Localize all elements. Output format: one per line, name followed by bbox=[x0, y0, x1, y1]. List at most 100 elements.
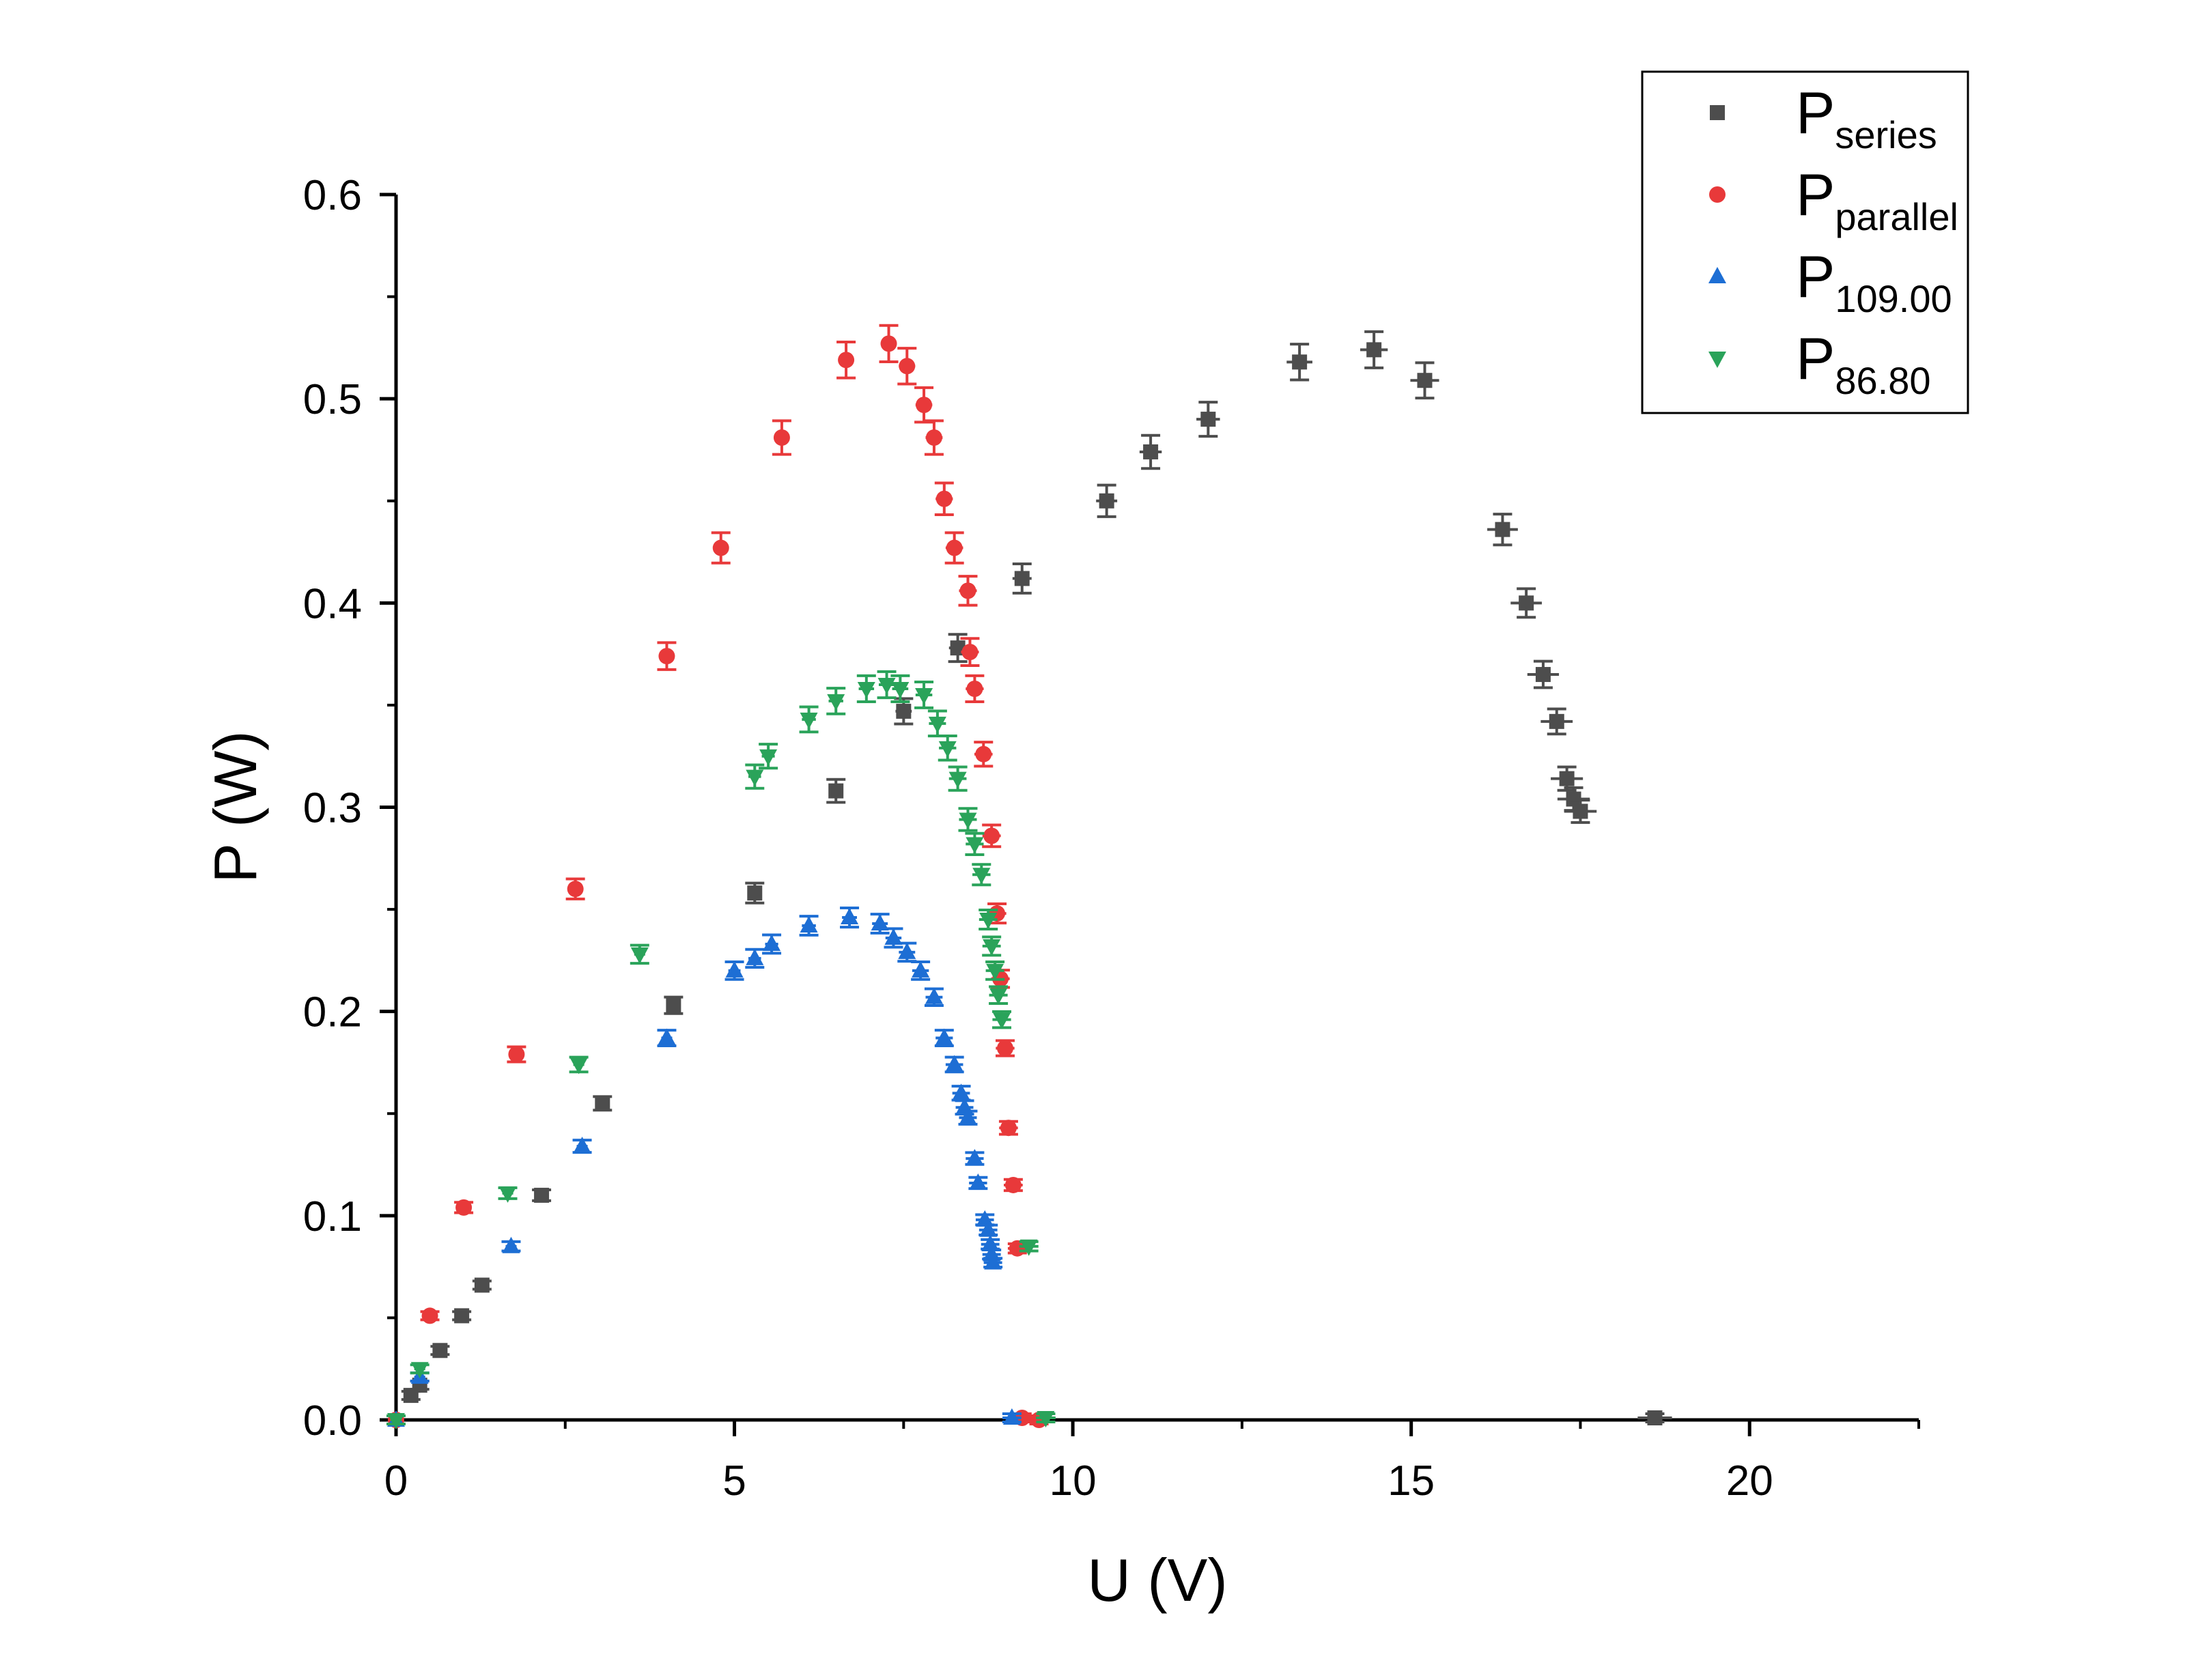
data-point bbox=[989, 988, 1008, 1005]
data-point bbox=[871, 914, 889, 931]
data-point bbox=[508, 1046, 525, 1063]
data-point bbox=[981, 1234, 1000, 1251]
legend-marker bbox=[1710, 105, 1725, 120]
data-point bbox=[838, 352, 855, 369]
data-point bbox=[891, 681, 910, 698]
data-point bbox=[1495, 522, 1510, 537]
data-point bbox=[959, 582, 976, 599]
data-point bbox=[925, 987, 943, 1004]
series-109-00 bbox=[386, 907, 1022, 1427]
data-point bbox=[1099, 493, 1114, 509]
y-axis-title: P (W) bbox=[201, 730, 269, 883]
data-point bbox=[1200, 412, 1216, 427]
data-point bbox=[952, 1083, 970, 1100]
data-point bbox=[747, 885, 763, 901]
data-point bbox=[841, 908, 859, 925]
legend-marker bbox=[1708, 267, 1726, 283]
data-point bbox=[763, 934, 781, 951]
legend-label: Pparallel bbox=[1796, 162, 1958, 238]
data-point bbox=[979, 1220, 998, 1237]
data-point bbox=[938, 741, 957, 758]
data-point bbox=[961, 644, 979, 661]
data-point bbox=[1037, 1411, 1055, 1428]
data-point bbox=[1417, 373, 1433, 388]
data-point bbox=[1519, 595, 1534, 611]
data-point bbox=[658, 1028, 676, 1045]
plot-area: 0 5 10 15 20 0.0 0.1 0.2 0.3 0.4 0.5 0.6 bbox=[303, 172, 1920, 1505]
series-parallel bbox=[386, 324, 1049, 1428]
data-point bbox=[1573, 803, 1588, 819]
y-tick-label: 0.5 bbox=[303, 376, 362, 423]
data-point bbox=[725, 960, 744, 978]
data-point bbox=[1292, 354, 1308, 370]
data-point bbox=[979, 913, 998, 930]
data-point bbox=[966, 837, 984, 854]
data-point bbox=[986, 963, 1004, 980]
data-point bbox=[997, 1040, 1013, 1057]
legend-marker bbox=[1708, 352, 1726, 368]
data-point bbox=[455, 1199, 473, 1216]
data-point bbox=[935, 490, 953, 507]
data-point bbox=[387, 1413, 405, 1429]
data-point bbox=[498, 1186, 517, 1203]
data-point bbox=[877, 678, 896, 694]
legend-label: P109.00 bbox=[1796, 244, 1952, 320]
y-tick-label: 0.6 bbox=[303, 172, 362, 219]
data-point bbox=[945, 1055, 963, 1072]
legend-marker bbox=[1709, 186, 1726, 203]
data-point bbox=[948, 771, 967, 788]
data-point bbox=[983, 827, 1000, 844]
data-point bbox=[410, 1362, 429, 1379]
data-point bbox=[946, 539, 963, 556]
y-ticks: 0.0 0.1 0.2 0.3 0.4 0.5 0.6 bbox=[303, 172, 396, 1444]
data-point bbox=[983, 939, 1001, 956]
x-tick-label: 20 bbox=[1726, 1457, 1773, 1505]
data-point bbox=[630, 947, 649, 964]
data-point bbox=[1559, 771, 1575, 786]
series-layer bbox=[386, 324, 1672, 1429]
data-point bbox=[534, 1187, 550, 1203]
data-point bbox=[573, 1137, 591, 1154]
data-point bbox=[959, 812, 977, 829]
data-point bbox=[915, 687, 933, 704]
data-point bbox=[1009, 1240, 1026, 1257]
x-tick-label: 0 bbox=[384, 1457, 408, 1505]
data-point bbox=[1143, 444, 1159, 459]
y-tick-label: 0.1 bbox=[303, 1193, 362, 1240]
data-point bbox=[884, 928, 903, 945]
data-point bbox=[828, 783, 844, 799]
data-point bbox=[969, 1173, 987, 1190]
data-point bbox=[880, 335, 897, 352]
x-tick-label: 10 bbox=[1050, 1457, 1097, 1505]
data-point bbox=[1647, 1410, 1663, 1426]
data-point bbox=[899, 358, 916, 375]
data-point bbox=[898, 942, 916, 959]
data-point bbox=[916, 397, 933, 414]
data-point bbox=[759, 749, 778, 766]
data-point bbox=[569, 1057, 588, 1074]
data-point bbox=[595, 1096, 610, 1111]
data-point bbox=[1535, 667, 1551, 683]
data-point bbox=[454, 1308, 470, 1324]
data-point bbox=[1019, 1239, 1038, 1256]
data-point bbox=[966, 680, 983, 697]
y-tick-label: 0.3 bbox=[303, 785, 362, 832]
data-point bbox=[773, 429, 790, 446]
data-point bbox=[975, 745, 992, 763]
data-point bbox=[993, 1012, 1011, 1029]
y-tick-label: 0.0 bbox=[303, 1397, 362, 1444]
data-point bbox=[857, 681, 875, 698]
data-point bbox=[1549, 713, 1564, 729]
x-axis-title: U (V) bbox=[1087, 1546, 1227, 1614]
legend-label: Pseries bbox=[1796, 81, 1937, 156]
y-tick-label: 0.4 bbox=[303, 580, 362, 627]
data-point bbox=[658, 648, 675, 665]
series-86-80 bbox=[386, 670, 1056, 1429]
data-point bbox=[800, 916, 818, 933]
data-point bbox=[935, 1028, 953, 1045]
data-point bbox=[827, 694, 845, 711]
data-point bbox=[432, 1343, 448, 1358]
